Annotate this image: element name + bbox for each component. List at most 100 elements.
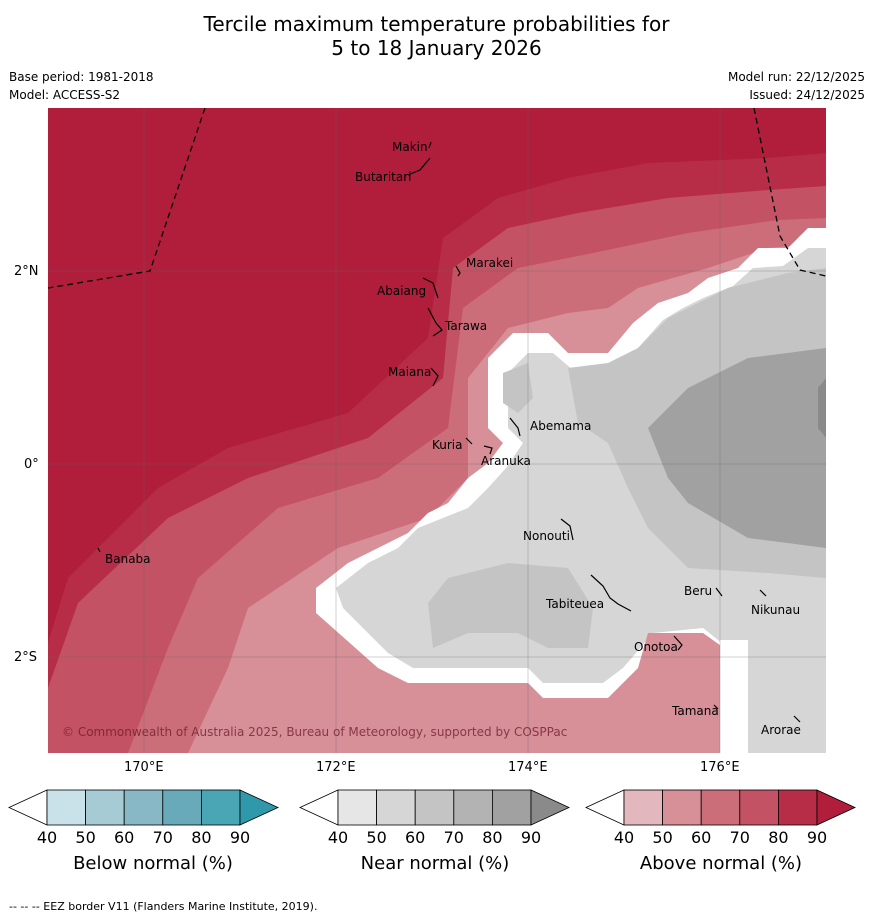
kuria-island (465, 437, 473, 445)
colorbar-label-above: Above normal (%) (639, 853, 803, 874)
graticule (48, 108, 826, 753)
lon-label-170: 170°E (124, 760, 164, 775)
below-swatch-1 (46, 789, 86, 826)
label-nonouti: Nonouti (523, 529, 570, 543)
near-tick-40: 40 (327, 828, 349, 847)
white-gap (720, 640, 748, 753)
colorbar-label-near: Near normal (%) (360, 853, 510, 874)
lon-label-174: 174°E (508, 760, 548, 775)
above-min-triangle (585, 789, 625, 826)
forecast-map: Makin Butaritari Marakei Abaiang Tarawa … (48, 108, 826, 753)
lat-label-2n: 2°N (14, 264, 39, 279)
issued-date: Issued: 24/12/2025 (749, 88, 865, 102)
below-swatch-2 (85, 789, 125, 826)
near-70-region (648, 348, 826, 548)
tarawa-island (427, 307, 443, 337)
label-abemama: Abemama (530, 419, 591, 433)
label-banaba: Banaba (105, 552, 151, 566)
butaritari-island (407, 157, 431, 176)
near-swatch-4 (453, 789, 493, 826)
near-swatch-5 (491, 789, 532, 826)
above-tick-60: 60 (691, 828, 712, 847)
above-50-pocket (518, 633, 738, 753)
aranuka-island (483, 445, 493, 455)
label-tamana: Tamana (671, 704, 719, 718)
near-swatch-1 (337, 789, 377, 826)
lon-label-176: 176°E (700, 760, 740, 775)
below-swatch-4 (162, 789, 202, 826)
model-run: Model run: 22/12/2025 (727, 70, 865, 84)
near-60-pocket (428, 563, 593, 648)
nikunau-island (759, 589, 767, 597)
banaba-island (97, 547, 101, 553)
lat-label-2s: 2°S (14, 650, 38, 665)
colorbar-above (585, 789, 856, 826)
onotoa-island (673, 635, 683, 651)
lat-label-0: 0° (24, 457, 39, 472)
colorbars (8, 789, 856, 826)
near-tick-80: 80 (482, 828, 503, 847)
label-arorae: Arorae (761, 723, 801, 737)
ticks-below: 40 50 60 70 80 90 (0, 828, 873, 848)
label-beru: Beru (684, 584, 712, 598)
colorbar-below (8, 789, 279, 826)
eez-border (48, 108, 826, 289)
label-onotoa: Onotoa (634, 640, 678, 654)
below-tick-70: 70 (152, 828, 173, 847)
makin-island (428, 141, 432, 149)
ticks-above: 40 50 60 70 80 90 (0, 828, 873, 848)
below-tick-90: 90 (229, 828, 251, 847)
above-tick-40: 40 (613, 828, 635, 847)
below-tick-40: 40 (36, 828, 58, 847)
nonouti-island (560, 518, 574, 541)
eez-footer: -- -- -- EEZ border V11 (Flanders Marine… (9, 900, 318, 913)
near-swatch-2 (376, 789, 416, 826)
label-marakei: Marakei (466, 256, 513, 270)
below-max-triangle (239, 789, 279, 826)
above-tick-70: 70 (729, 828, 750, 847)
above-swatch-5 (778, 789, 818, 826)
near-tick-70: 70 (443, 828, 464, 847)
label-tarawa: Tarawa (444, 319, 487, 333)
label-aranuka: Aranuka (481, 454, 531, 468)
map-title: Tercile maximum temperature probabilitie… (0, 12, 873, 60)
below-swatch-3 (123, 789, 164, 826)
base-period: Base period: 1981-2018 (9, 70, 154, 84)
near-90-pocket (818, 378, 826, 438)
colorbar-label-below: Below normal (%) (73, 853, 233, 874)
tabiteuea-island (590, 574, 632, 612)
tamana-island (713, 704, 719, 710)
below-min-triangle (8, 789, 48, 826)
title-line-1: Tercile maximum temperature probabilitie… (203, 12, 670, 36)
below-tick-80: 80 (191, 828, 212, 847)
model-name: Model: ACCESS-S2 (9, 88, 121, 102)
below-tick-50: 50 (75, 828, 96, 847)
near-tick-60: 60 (405, 828, 426, 847)
above-tick-80: 80 (768, 828, 789, 847)
label-tabiteuea: Tabiteuea (545, 597, 604, 611)
title-line-2: 5 to 18 January 2026 (331, 36, 542, 60)
label-kuria: Kuria (432, 438, 463, 452)
islands (97, 141, 801, 723)
near-max-triangle (530, 789, 570, 826)
below-swatch-5 (200, 789, 241, 826)
label-makin: Makin (392, 140, 428, 154)
label-butaritari: Butaritari (355, 170, 412, 184)
above-tick-50: 50 (652, 828, 673, 847)
ticks-near: 40 50 60 70 80 90 (0, 828, 873, 848)
below-tick-60: 60 (114, 828, 135, 847)
above-swatch-1 (623, 789, 663, 826)
colorbar-near (299, 789, 570, 826)
above-swatch-3 (700, 789, 741, 826)
near-min-triangle (299, 789, 339, 826)
meta-right: Model run: 22/12/2025 Issued: 24/12/2025 (728, 68, 865, 104)
abaiang-island (422, 277, 439, 299)
above-swatch-2 (662, 789, 702, 826)
above-max-triangle (816, 789, 856, 826)
label-maiana: Maiana (388, 365, 431, 379)
label-abaiang: Abaiang (377, 284, 426, 298)
near-tick-50: 50 (366, 828, 387, 847)
marakei-island (455, 265, 461, 277)
maiana-island (430, 367, 439, 387)
above-tick-90: 90 (806, 828, 828, 847)
